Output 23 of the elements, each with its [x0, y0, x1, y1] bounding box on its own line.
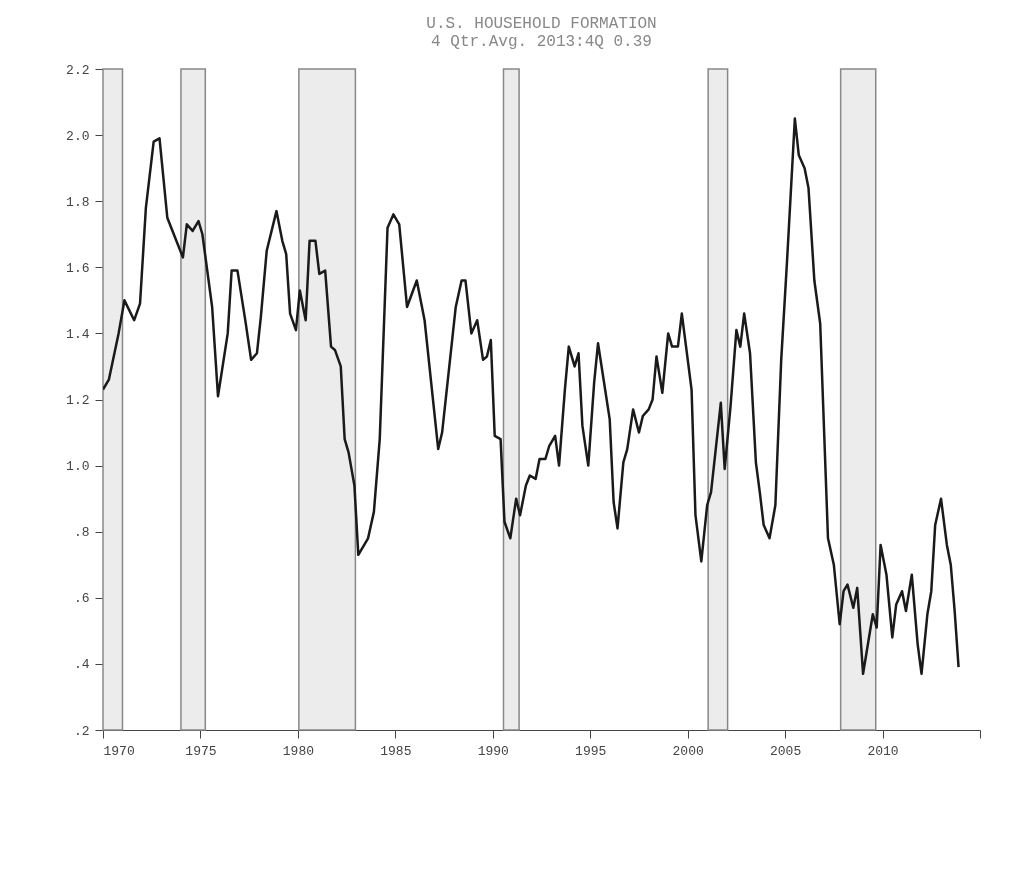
y-tick-label: .6 — [73, 591, 90, 607]
x-tick-label: 1980 — [282, 743, 314, 759]
x-tick-label: 1990 — [477, 743, 509, 759]
line-series — [103, 117, 960, 676]
y-tick-label: 1.6 — [66, 260, 90, 276]
y-tick-label: 1.8 — [66, 194, 90, 210]
y-tick-label: 2.0 — [66, 128, 90, 144]
y-tick-label: .2 — [73, 723, 90, 739]
y-tick-label: 1.0 — [66, 459, 90, 475]
x-tick-label: 1975 — [185, 743, 217, 759]
y-tick-label: .4 — [73, 657, 90, 673]
x-tick-label: 1970 — [103, 743, 135, 759]
chart-subtitle: 4 Qtr.Avg. 2013:4Q 0.39 — [431, 33, 652, 51]
y-tick-label: .8 — [73, 525, 90, 541]
y-tick-label: 1.4 — [66, 326, 90, 342]
chart-title: U.S. HOUSEHOLD FORMATION — [426, 15, 657, 33]
y-tick-label: 2.2 — [66, 62, 90, 78]
y-tick-label: 1.2 — [66, 393, 90, 408]
x-tick-label: 2010 — [867, 743, 899, 759]
x-tick-label: 1985 — [380, 743, 412, 759]
x-tick-label: 2005 — [770, 743, 802, 759]
x-tick-label: 2000 — [672, 743, 704, 759]
x-tick-label: 1995 — [575, 743, 607, 759]
